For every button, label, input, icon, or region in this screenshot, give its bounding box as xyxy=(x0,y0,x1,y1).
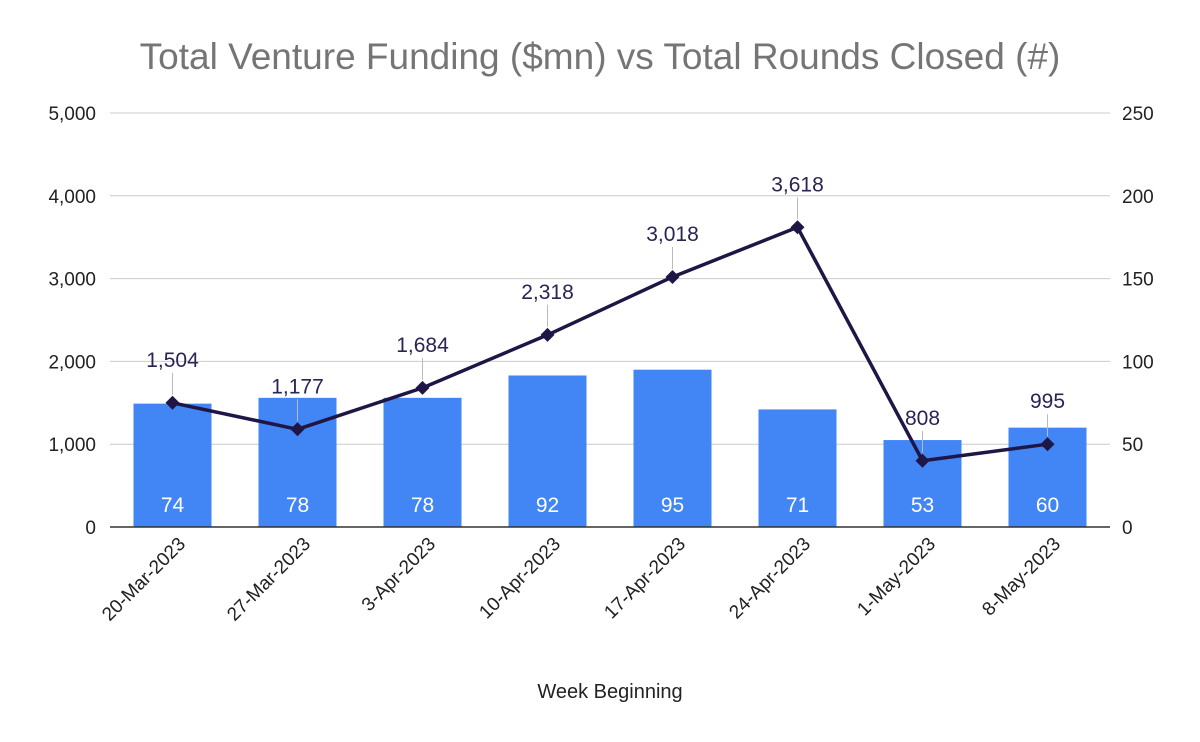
left-tick-label: 4,000 xyxy=(48,187,96,208)
left-tick-label: 0 xyxy=(85,518,96,539)
left-y-axis: 0 1,000 2,000 3,000 4,000 5,000 xyxy=(48,104,96,539)
line-point xyxy=(415,380,430,395)
right-tick-label: 200 xyxy=(1122,187,1154,208)
line-data-label: 1,177 xyxy=(271,375,324,398)
line-data-label: 3,618 xyxy=(771,173,824,196)
bar-data-label: 78 xyxy=(286,494,309,517)
bar xyxy=(758,409,837,527)
left-tick-label: 2,000 xyxy=(48,352,96,373)
bar xyxy=(508,375,587,527)
x-tick-label: 8-May-2023 xyxy=(978,534,1065,621)
bar xyxy=(383,397,462,527)
x-tick-label: 10-Apr-2023 xyxy=(475,534,565,624)
bar-data-label: 60 xyxy=(1036,494,1059,517)
left-tick-label: 1,000 xyxy=(48,435,96,456)
line-data-label: 995 xyxy=(1030,390,1065,413)
x-axis-label: Week Beginning xyxy=(537,681,682,703)
line-point xyxy=(165,395,180,410)
right-tick-label: 150 xyxy=(1122,270,1154,291)
line-data-label: 3,018 xyxy=(646,223,699,246)
line-data-label: 2,318 xyxy=(521,281,574,304)
line-data-label: 1,684 xyxy=(396,334,449,357)
line-data-label: 1,504 xyxy=(146,349,199,372)
left-tick-label: 3,000 xyxy=(48,270,96,291)
line-point xyxy=(665,269,680,284)
gridlines xyxy=(110,112,1110,445)
right-tick-label: 100 xyxy=(1122,352,1154,373)
x-tick-label: 27-Mar-2023 xyxy=(223,534,315,626)
line-point xyxy=(290,422,305,437)
bar-data-label: 78 xyxy=(411,494,434,517)
bar-data-label: 71 xyxy=(786,494,809,517)
bar-data-label: 95 xyxy=(661,494,684,517)
bar-data-label: 74 xyxy=(161,494,185,517)
x-tick-label: 20-Mar-2023 xyxy=(98,534,190,626)
bar xyxy=(633,369,712,527)
right-tick-label: 0 xyxy=(1122,518,1133,539)
x-tick-label: 24-Apr-2023 xyxy=(725,534,815,624)
bar-data-label: 53 xyxy=(911,494,934,517)
right-tick-label: 250 xyxy=(1122,104,1154,125)
chart-title: Total Venture Funding ($mn) vs Total Rou… xyxy=(140,36,1061,77)
line-data-label: 808 xyxy=(905,407,940,430)
bar-data-label: 92 xyxy=(536,494,559,517)
left-tick-label: 5,000 xyxy=(48,104,96,125)
line-series: 1,504 1,177 1,684 2,318 3,018 3,618 808 995 xyxy=(146,173,1065,468)
bar xyxy=(133,403,212,527)
right-tick-label: 50 xyxy=(1122,435,1143,456)
x-tick-label: 17-Apr-2023 xyxy=(600,534,690,624)
right-y-axis: 0 50 100 150 200 250 xyxy=(1122,104,1154,539)
line-point xyxy=(540,327,555,342)
line-path xyxy=(172,225,1048,463)
line-point xyxy=(790,220,805,235)
line-point xyxy=(915,453,930,468)
x-tick-label: 3-Apr-2023 xyxy=(358,534,440,616)
x-axis-ticks: 20-Mar-2023 27-Mar-2023 3-Apr-2023 10-Apr-2… xyxy=(98,534,1065,626)
line-point xyxy=(1040,437,1055,452)
x-tick-label: 1-May-2023 xyxy=(853,534,940,621)
